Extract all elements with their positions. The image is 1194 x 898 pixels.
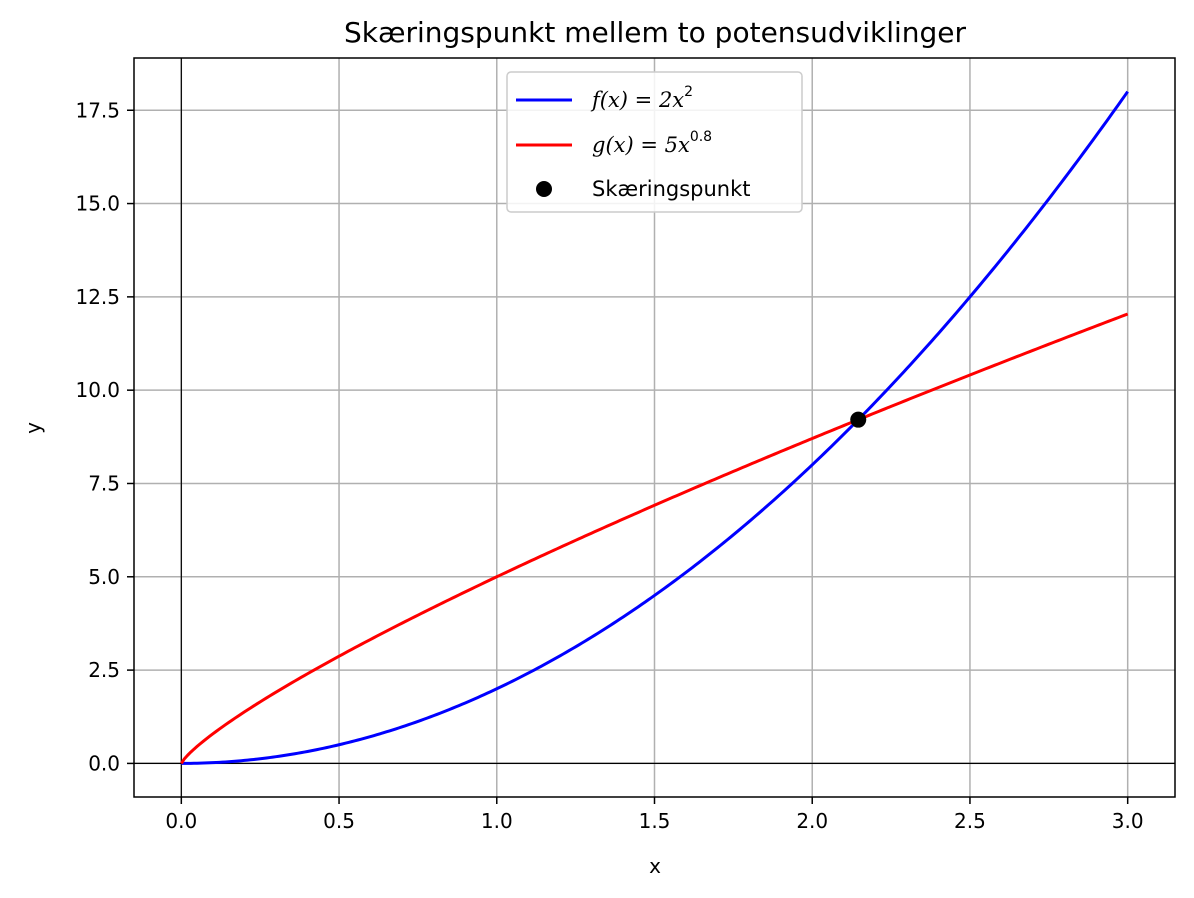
x-axis-ticks: 0.0 0.5 1.0 1.5 2.0 2.5 3.0 (165, 797, 1144, 833)
x-tick-label: 1.0 (481, 809, 513, 833)
marker-layer (850, 411, 867, 428)
series-layer (180, 90, 1129, 765)
y-tick-label: 17.5 (75, 98, 120, 122)
legend-box (506, 71, 803, 213)
series-line-g (180, 312, 1129, 765)
y-axis-label: y (21, 422, 45, 434)
legend-label-f-main: f(x) = 2x (590, 88, 684, 112)
x-tick-label: 3.0 (1112, 809, 1144, 833)
y-tick-label: 2.5 (88, 658, 120, 682)
legend-label-f-exponent: 2 (684, 84, 693, 100)
x-tick-label: 1.5 (639, 809, 671, 833)
intersection-point (850, 411, 867, 428)
y-tick-label: 7.5 (88, 471, 120, 495)
y-axis-ticks: 0.0 2.5 5.0 7.5 10.0 12.5 15.0 17.5 (75, 98, 134, 775)
y-tick-label: 15.0 (75, 192, 120, 216)
y-tick-label: 12.5 (75, 285, 120, 309)
x-tick-label: 2.5 (954, 809, 986, 833)
legend-marker-intersection (536, 181, 552, 197)
y-tick-label: 5.0 (88, 565, 120, 589)
x-tick-label: 0.5 (323, 809, 355, 833)
legend-label-intersection: Skæringspunkt (592, 177, 751, 201)
legend: f(x) = 2x2 g(x) = 5x0.8 Skæringspunkt (506, 71, 803, 213)
x-tick-label: 0.0 (165, 809, 197, 833)
x-axis-label: x (649, 854, 661, 878)
y-tick-label: 0.0 (88, 751, 120, 775)
y-tick-label: 10.0 (75, 378, 120, 402)
chart-title: Skæringspunkt mellem to potensudviklinge… (344, 16, 967, 49)
zero-lines (134, 58, 1175, 797)
legend-label-g: g(x) = 5x0.8 (592, 129, 712, 157)
legend-label-g-main: g(x) = 5x (592, 133, 690, 157)
legend-label-g-exponent: 0.8 (690, 129, 712, 145)
series-line-f (181, 90, 1129, 765)
x-tick-label: 2.0 (796, 809, 828, 833)
legend-label-f: f(x) = 2x2 (590, 84, 693, 112)
